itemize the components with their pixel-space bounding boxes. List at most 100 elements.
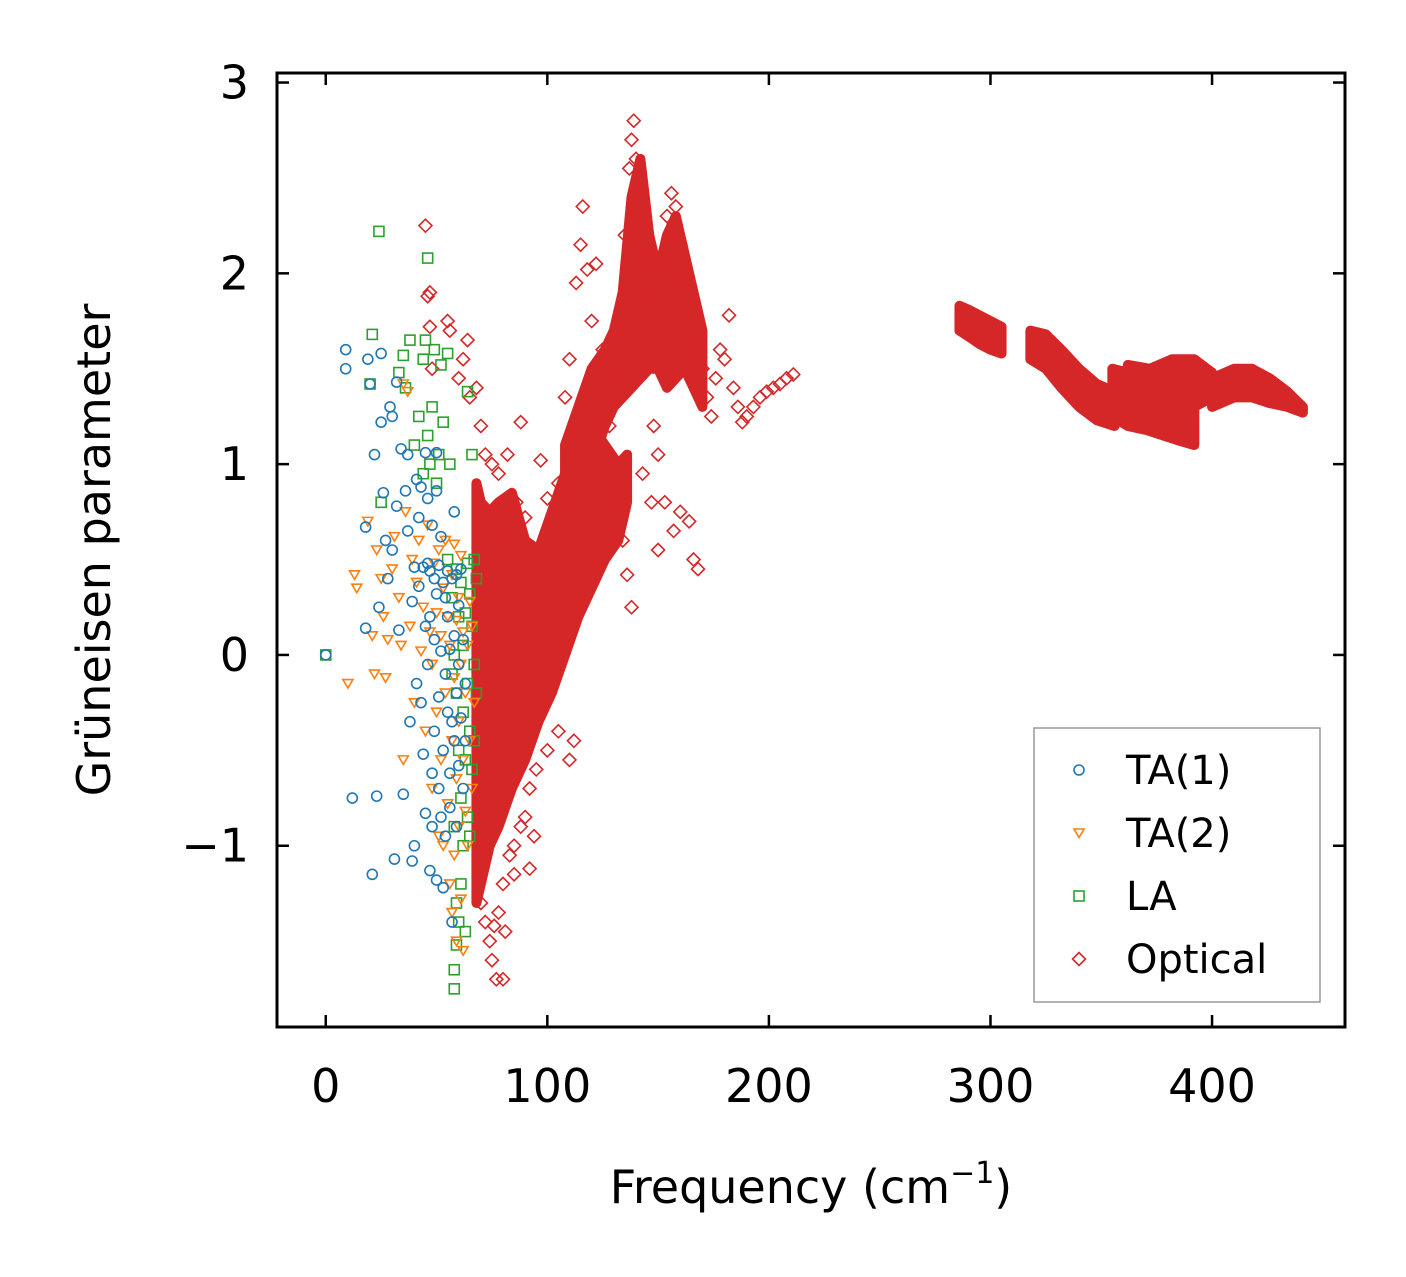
ta-2-point xyxy=(379,673,392,684)
ta-1-point xyxy=(432,559,445,572)
ta-1-point xyxy=(368,448,381,461)
optical-point xyxy=(495,876,511,892)
optical-point xyxy=(612,332,629,348)
optical-point xyxy=(502,523,518,539)
optical-point xyxy=(468,380,485,396)
optical-point xyxy=(659,208,675,224)
ta-1-point xyxy=(395,443,407,455)
optical-dense-region xyxy=(471,420,633,908)
la-point xyxy=(408,439,421,451)
ta-2-point xyxy=(412,535,426,547)
optical-point xyxy=(668,198,684,215)
x-axis-label-main: Frequency (cm xyxy=(610,1160,950,1214)
ta-1-point xyxy=(452,599,465,612)
ta-2-point xyxy=(399,507,412,518)
ta-1-point xyxy=(452,658,465,671)
optical-point xyxy=(657,494,673,510)
la-point xyxy=(417,353,430,366)
ta-2-point xyxy=(452,716,466,728)
la-point xyxy=(437,416,449,428)
optical-point xyxy=(539,490,555,507)
y-tick-label: −1 xyxy=(181,819,249,873)
optical-point xyxy=(422,319,438,335)
optical-point xyxy=(694,361,711,377)
optical-point xyxy=(623,132,640,148)
optical-point xyxy=(621,160,637,177)
optical-point xyxy=(699,389,715,405)
optical-point xyxy=(626,113,642,129)
optical-point xyxy=(606,452,622,468)
ta-2-point xyxy=(461,840,474,852)
ta-2-point xyxy=(447,673,461,684)
optical-point xyxy=(683,303,699,320)
la-point xyxy=(461,557,474,570)
ta-1-point xyxy=(375,416,387,428)
la-point xyxy=(441,553,454,566)
la-point xyxy=(450,939,463,951)
legend-label-la: LA xyxy=(1126,874,1177,920)
ta-1-point xyxy=(386,544,399,556)
ta-1-point xyxy=(370,790,383,802)
ta-1-point xyxy=(373,601,385,614)
ta-1-point xyxy=(384,401,396,413)
la-point xyxy=(468,658,481,671)
x-tick-label: 100 xyxy=(503,1059,591,1113)
la-point xyxy=(417,467,430,480)
optical-point xyxy=(650,313,666,329)
optical-point xyxy=(497,923,513,940)
la-point xyxy=(466,448,478,461)
optical-point xyxy=(533,452,549,468)
la-point xyxy=(468,553,481,566)
legend-marker-ta-2 xyxy=(1072,828,1086,840)
la-point xyxy=(373,225,385,238)
optical-point xyxy=(462,389,478,405)
ta-1-point xyxy=(379,534,392,547)
ta-2-point xyxy=(370,545,384,557)
optical-point xyxy=(417,218,434,234)
ta-1-point xyxy=(346,792,359,804)
optical-point xyxy=(641,246,657,262)
ta-2-point xyxy=(432,831,446,843)
optical-point xyxy=(606,370,622,386)
ta-2-point xyxy=(405,554,419,566)
ta-2-point xyxy=(430,707,443,719)
ta-2-point xyxy=(401,386,415,398)
ta-2-point xyxy=(385,564,399,576)
optical-point xyxy=(539,742,555,758)
la-point xyxy=(459,607,472,619)
legend-marker-optical xyxy=(1071,951,1087,967)
optical-point xyxy=(455,351,471,367)
ta-1-point xyxy=(432,782,445,795)
optical-point xyxy=(677,275,693,291)
ta-1-point xyxy=(401,525,414,537)
x-axis-label-superscript: −1 xyxy=(950,1156,994,1191)
ta-1-point xyxy=(452,759,465,772)
ta-2-point xyxy=(467,697,481,709)
optical-dense-region xyxy=(1025,325,1120,431)
ta-1-point xyxy=(448,734,461,747)
optical-point xyxy=(484,952,500,968)
optical-point xyxy=(584,313,600,329)
optical-point xyxy=(610,485,626,501)
optical-point xyxy=(442,322,458,339)
x-tick-label: 300 xyxy=(947,1059,1035,1113)
ta-1-point xyxy=(410,677,423,690)
optical-point xyxy=(473,418,489,434)
optical-point xyxy=(513,819,529,835)
ta-1-point xyxy=(390,500,403,512)
ta-1-point xyxy=(455,712,467,724)
axis-ticks-layer: 0 100 200 300 400 −1 0 1 2 3 xyxy=(181,56,1345,1113)
ta-1-point xyxy=(439,591,452,604)
ta-2-point xyxy=(341,678,355,690)
ta-1-point xyxy=(430,485,443,497)
ta-1-point xyxy=(404,715,416,728)
optical-point xyxy=(615,532,631,549)
optical-point xyxy=(459,332,476,348)
la-point xyxy=(470,572,483,585)
la-point xyxy=(457,839,469,852)
ta-1-point xyxy=(406,855,418,867)
la-point xyxy=(455,878,467,890)
optical-point xyxy=(595,342,611,358)
ta-1-point xyxy=(401,448,414,461)
